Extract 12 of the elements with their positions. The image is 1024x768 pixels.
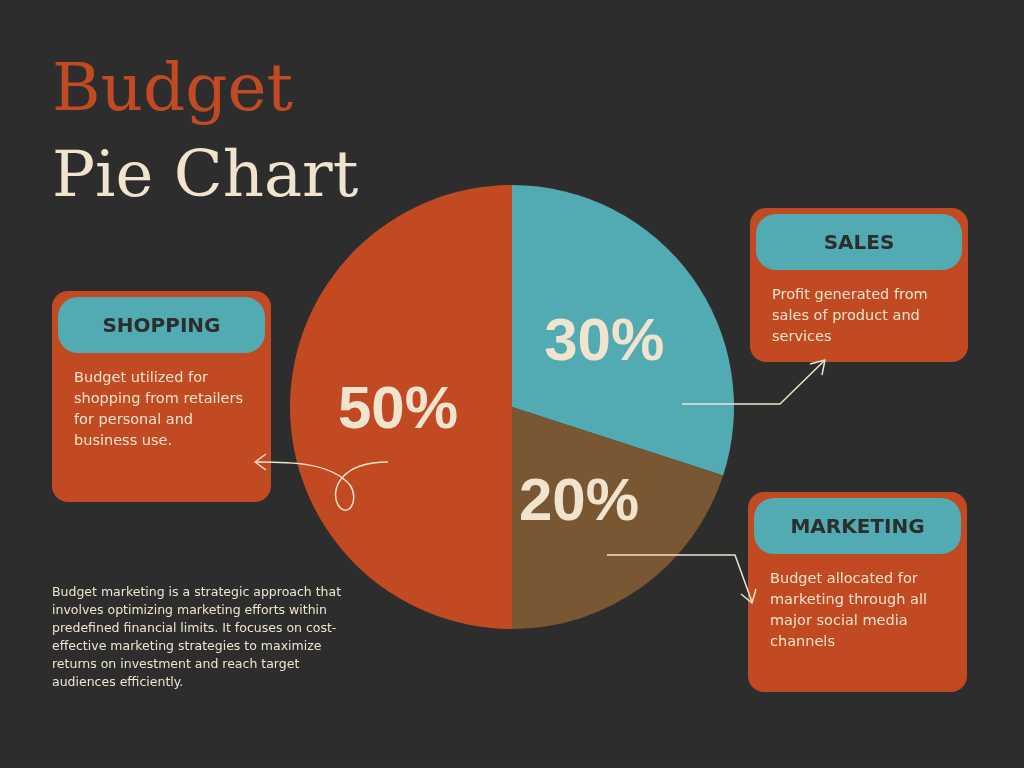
data-label: 20% bbox=[518, 465, 640, 533]
text: Budget marketing is a strategic approach that involves optimizing marketing efforts within predefined financial limits. It focuses on cost-effective marketing strategies to maximize returns on investment and reach target audiences efficiently. bbox=[52, 583, 343, 691]
slice-label: MARKETING bbox=[754, 498, 961, 554]
data-label: 30% bbox=[544, 306, 665, 374]
slice-label: SHOPPING bbox=[58, 297, 265, 353]
chart-title: Budget bbox=[52, 48, 294, 128]
data-label: 50% bbox=[337, 373, 459, 441]
chart-subtitle: Pie Chart bbox=[52, 136, 359, 213]
text: Profit generated from sales of product and services bbox=[772, 285, 929, 346]
slice-label: SALES bbox=[756, 214, 962, 270]
text: Budget allocated for marketing through all major social media channels bbox=[770, 569, 928, 651]
text: Budget utilized for shopping from retailers for personal and business use. bbox=[74, 368, 245, 450]
